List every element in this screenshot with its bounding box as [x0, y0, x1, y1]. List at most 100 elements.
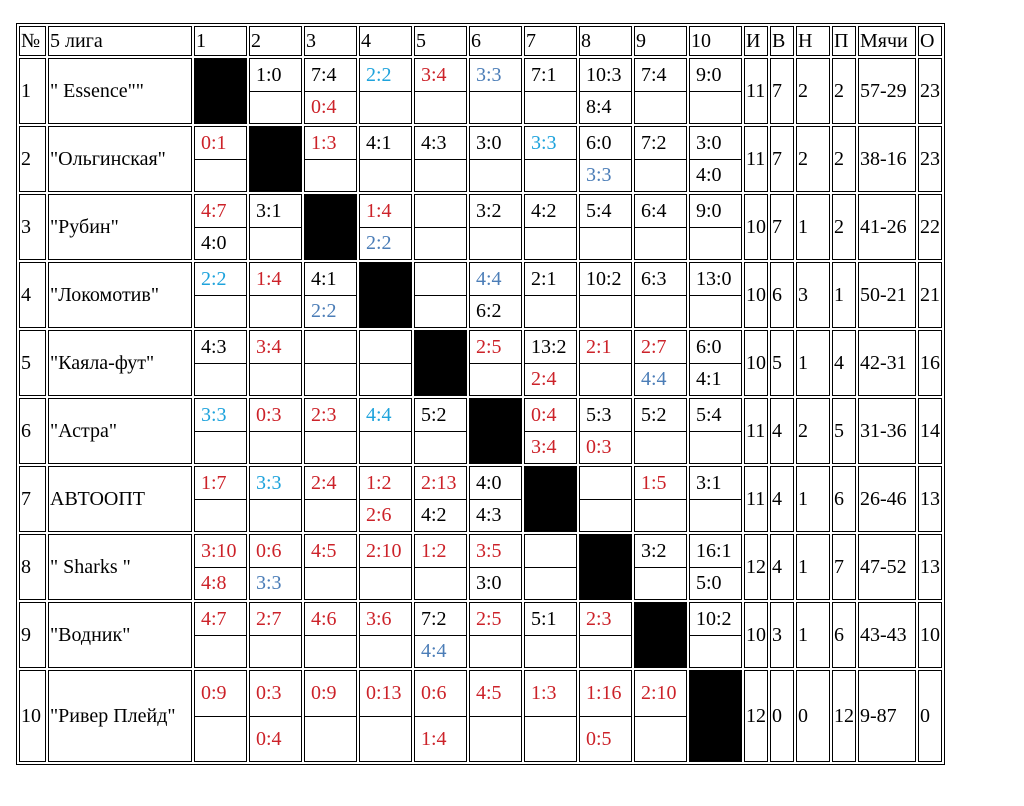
result-pair: 0:9: [195, 671, 246, 761]
score: 10:2: [586, 267, 622, 290]
result-pair: 2:1: [525, 263, 576, 327]
score: 0:9: [201, 682, 227, 704]
result-cell: 3:3: [194, 398, 247, 464]
header-row: № 5 лига 1 2 3 4 5 6 7 8 9 10 И В Н П Мячи О: [19, 26, 942, 56]
result-slot: 2:10: [635, 671, 686, 716]
score: 10:2: [696, 607, 732, 630]
result-cell: 3:10 4:8: [194, 534, 247, 600]
result-cell: 3:3: [249, 466, 302, 532]
result-cell: 7:4: [634, 58, 687, 124]
score: 4:5: [311, 539, 337, 562]
result-pair: 6:0 3:3: [580, 127, 631, 191]
header-cell: И: [744, 26, 768, 56]
result-pair: 0:3: [250, 399, 301, 463]
result-pair: [415, 195, 466, 259]
score: 9:0: [696, 63, 722, 86]
score: 13:2: [531, 335, 567, 358]
result-pair: 4:5: [470, 671, 521, 761]
stat-cell: 22: [918, 194, 942, 260]
result-slot: [635, 567, 686, 599]
result-slot: 4:0: [195, 227, 246, 259]
stat-cell: 42-31: [858, 330, 916, 396]
result-slot: [195, 295, 246, 327]
score: 0:3: [256, 682, 282, 704]
result-pair: 3:4: [415, 59, 466, 123]
score: 2:1: [531, 267, 557, 290]
result-pair: 0:6 3:3: [250, 535, 301, 599]
stat-cell: 11: [744, 126, 768, 192]
team-name: "Водник": [48, 602, 192, 668]
team-row: 8 " Sharks " 3:10 4:8 0:6 3:3 4:5 2:10 1:2 3:5 3:0…: [19, 534, 942, 600]
result-slot: 8:4: [580, 91, 631, 123]
stat-cell: 6: [832, 466, 856, 532]
score: 4:2: [421, 504, 447, 526]
score: 3:2: [476, 199, 502, 222]
score: 5:3: [586, 403, 612, 426]
self-cell: [194, 58, 247, 124]
stat-cell: 10: [744, 602, 768, 668]
result-slot: 0:5: [580, 716, 631, 761]
score: 4:4: [641, 368, 667, 390]
header-cell: 5 лига: [48, 26, 192, 56]
result-cell: 0:6 1:4: [414, 670, 467, 762]
stat-cell: 43-43: [858, 602, 916, 668]
score: 10:3: [586, 63, 622, 86]
result-cell: 1:3: [304, 126, 357, 192]
result-slot: 5:3: [580, 399, 631, 431]
stat-cell: 10: [744, 194, 768, 260]
result-slot: [635, 91, 686, 123]
team-row: 3 "Рубин" 4:7 4:0 3:1 1:4 2:2 3:2 4:2 5:4 6:4 9:0 10…: [19, 194, 942, 260]
result-slot: [195, 499, 246, 531]
result-slot: 3:0: [470, 127, 521, 159]
result-slot: [690, 499, 741, 531]
result-pair: 0:6 1:4: [415, 671, 466, 761]
result-pair: 3:6: [360, 603, 411, 667]
team-name: "Ривер Плейд": [48, 670, 192, 762]
result-cell: 1:2: [414, 534, 467, 600]
result-cell: 3:0 4:0: [689, 126, 742, 192]
result-slot: 0:4: [305, 91, 356, 123]
result-cell: 5:4: [579, 194, 632, 260]
stat-cell: 2: [796, 58, 830, 124]
result-slot: 3:3: [250, 567, 301, 599]
result-slot: 2:1: [580, 331, 631, 363]
stat-cell: 11: [744, 398, 768, 464]
result-slot: [635, 716, 686, 761]
result-slot: [580, 295, 631, 327]
result-cell: 0:3 0:4: [249, 670, 302, 762]
score: 3:3: [201, 403, 227, 426]
result-pair: 1:3: [305, 127, 356, 191]
header-cell: 5: [414, 26, 467, 56]
result-cell: 4:4: [359, 398, 412, 464]
result-cell: 16:1 5:0: [689, 534, 742, 600]
score: 3:3: [256, 572, 282, 594]
score: 2:2: [366, 63, 392, 86]
self-cell: [689, 670, 742, 762]
result-slot: 0:3: [580, 431, 631, 463]
result-cell: 2:10: [359, 534, 412, 600]
team-name: "Астра": [48, 398, 192, 464]
result-pair: 10:3 8:4: [580, 59, 631, 123]
result-slot: [470, 635, 521, 667]
result-pair: 13:2 2:4: [525, 331, 576, 395]
score: 4:0: [696, 164, 722, 186]
result-slot: [415, 195, 466, 227]
result-pair: 5:2: [635, 399, 686, 463]
score: 4:4: [476, 267, 502, 290]
team-row: 5 "Каяла-фут" 4:3 3:4 2:5 13:2 2:4 2:1 2:7 4:4 6:0…: [19, 330, 942, 396]
result-slot: 2:2: [360, 227, 411, 259]
result-pair: [415, 263, 466, 327]
score: 2:3: [586, 607, 612, 630]
header-cell: 9: [634, 26, 687, 56]
result-slot: 2:4: [525, 363, 576, 395]
result-pair: 5:2: [415, 399, 466, 463]
result-slot: [525, 159, 576, 191]
stat-cell: 23: [918, 126, 942, 192]
result-slot: [305, 567, 356, 599]
team-row: 1 " Essence"" 1:0 7:4 0:4 2:2 3:4 3:3 7:1 10:3 8:4…: [19, 58, 942, 124]
team-row: 7 АВТООПТ 1:7 3:3 2:4 1:2 2:6 2:13 4:2 4:0 4:3 1:5 3…: [19, 466, 942, 532]
team-row: 4 "Локомотив" 2:2 1:4 4:1 2:2 4:4 6:2 2:1 10:2 6:3…: [19, 262, 942, 328]
header-cell: 4: [359, 26, 412, 56]
result-pair: 4:7: [195, 603, 246, 667]
result-slot: 13:0: [690, 263, 741, 295]
